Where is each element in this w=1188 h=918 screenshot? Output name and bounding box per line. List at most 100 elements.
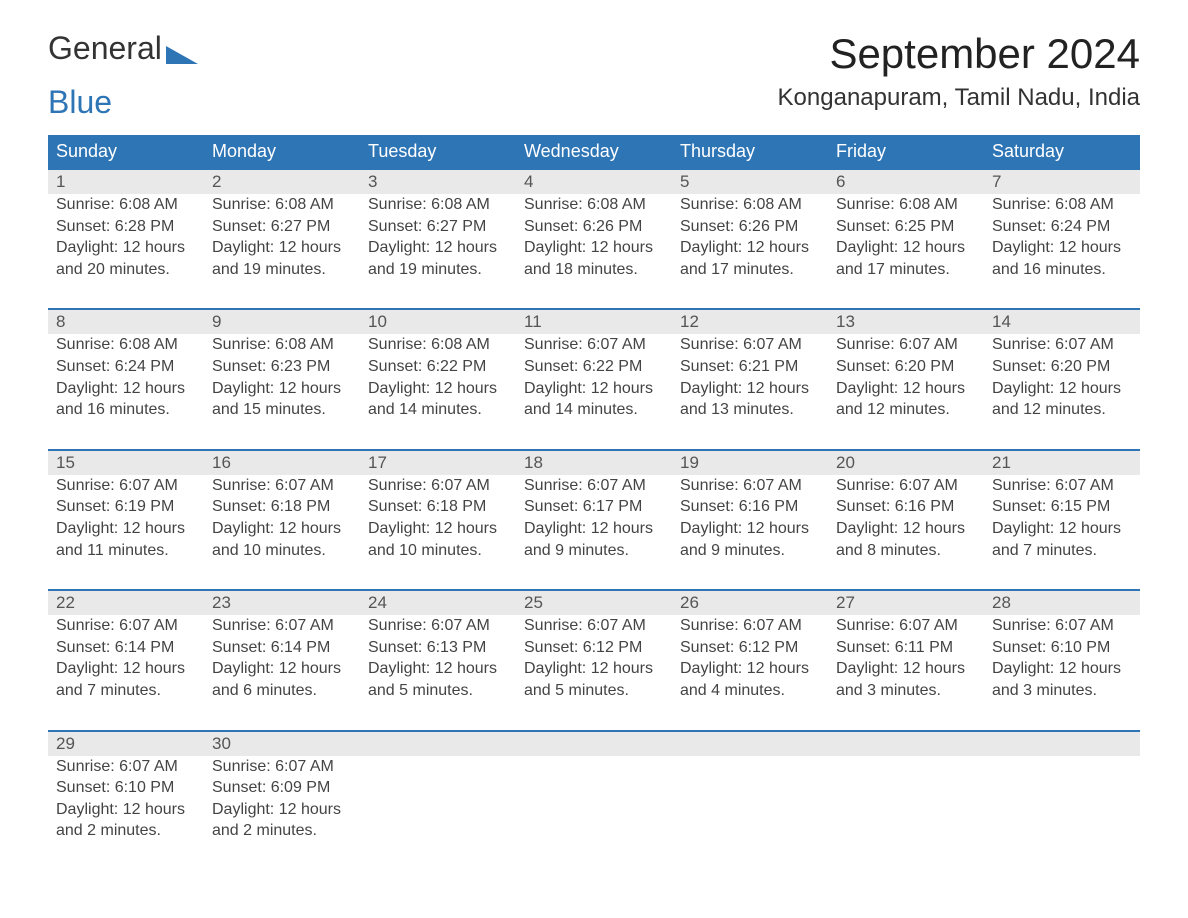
day-cell: Sunrise: 6:07 AMSunset: 6:21 PMDaylight:… [672,334,828,449]
day-cell: Sunrise: 6:07 AMSunset: 6:20 PMDaylight:… [828,334,984,449]
daylight-text-1: Daylight: 12 hours [836,378,976,400]
day-number [360,731,516,756]
logo-text-2: Blue [48,84,112,121]
day-content-row: Sunrise: 6:07 AM Sunset: 6:14 PM Daylight:… [48,615,1140,730]
day-number: 26 [672,590,828,615]
day-cell: Sunrise: 6:07 AMSunset: 6:16 PMDaylight:… [828,475,984,590]
daylight-text-2: and 12 minutes. [836,399,976,421]
day-cell: Sunrise: 6:07 AMSunset: 6:15 PMDaylight:… [984,475,1140,590]
daylight-text-2: and 5 minutes. [524,680,664,702]
sunset-text: Sunset: 6:25 PM [836,216,976,238]
day-cell [516,756,672,870]
day-number [672,731,828,756]
day-number: 10 [360,309,516,334]
day-cell [672,756,828,870]
day-content-row: Sunrise: 6:08 AMSunset: 6:28 PMDaylight:… [48,194,1140,309]
day-number-row: 2930 [48,731,1140,756]
sunrise-text: Sunrise: 6:07 AM [836,334,976,356]
weekday-header: Sunday [48,135,204,169]
daylight-text-1: Daylight: 12 hours [524,237,664,259]
day-number: 6 [828,169,984,194]
day-number: 30 [204,731,360,756]
daylight-text-1: Daylight: 12 hours [212,518,352,540]
day-content-row: Sunrise: 6:07 AMSunset: 6:19 PMDaylight:… [48,475,1140,590]
daylight-text-1: Daylight: 12 hours [680,378,820,400]
sunset-text: Sunset: 6:18 PM [368,496,508,518]
daylight-text-2: and 13 minutes. [680,399,820,421]
daylight-text-2: and 7 minutes. [56,680,196,702]
sunrise-text: Sunrise: 6:07 AM [212,615,352,637]
daylight-text-2: and 18 minutes. [524,259,664,281]
daylight-text-1: Daylight: 12 hours [680,658,820,680]
daylight-text-2: and 14 minutes. [524,399,664,421]
sunset-text: Sunset: 6:24 PM [992,216,1132,238]
sunrise-text: Sunrise: 6:07 AM [212,475,352,497]
sunset-text: Sunset: 6:24 PM [56,356,196,378]
sunset-text: Sunset: 6:10 PM [992,637,1132,659]
day-cell: Sunrise: 6:07 AMSunset: 6:16 PMDaylight:… [672,475,828,590]
daylight-text-1: Daylight: 12 hours [368,518,508,540]
day-cell: Sunrise: 6:07 AMSunset: 6:10 PMDaylight:… [984,615,1140,730]
day-number: 15 [48,450,204,475]
weekday-header: Tuesday [360,135,516,169]
sunrise-text: Sunrise: 6:08 AM [836,194,976,216]
sunrise-text: Sunrise: 6:07 AM [524,334,664,356]
daylight-text-2: and 17 minutes. [680,259,820,281]
page-title: September 2024 [778,30,1140,78]
sunrise-text: Sunrise: 6:08 AM [368,194,508,216]
day-cell: Sunrise: 6:07 AMSunset: 6:13 PMDaylight:… [360,615,516,730]
weekday-header: Thursday [672,135,828,169]
day-number-row: 15161718192021 [48,450,1140,475]
location-text: Konganapuram, Tamil Nadu, India [778,84,1140,112]
day-number: 24 [360,590,516,615]
daylight-text-1: Daylight: 12 hours [992,658,1132,680]
day-cell: Sunrise: 6:08 AMSunset: 6:25 PMDaylight:… [828,194,984,309]
day-cell: Sunrise: 6:07 AMSunset: 6:12 PMDaylight:… [672,615,828,730]
sunrise-text: Sunrise: 6:08 AM [680,194,820,216]
daylight-text-1: Daylight: 12 hours [992,378,1132,400]
day-cell: Sunrise: 6:08 AMSunset: 6:28 PMDaylight:… [48,194,204,309]
daylight-text-1: Daylight: 12 hours [680,518,820,540]
daylight-text-2: and 16 minutes. [992,259,1132,281]
daylight-text-2: and 12 minutes. [992,399,1132,421]
daylight-text-2: and 5 minutes. [368,680,508,702]
sunrise-text: Sunrise: 6:07 AM [56,475,196,497]
daylight-text-2: and 4 minutes. [680,680,820,702]
sunset-text: Sunset: 6:27 PM [368,216,508,238]
sunset-text: Sunset: 6:17 PM [524,496,664,518]
daylight-text-2: and 8 minutes. [836,540,976,562]
sunset-text: Sunset: 6:26 PM [680,216,820,238]
day-cell: Sunrise: 6:08 AMSunset: 6:27 PMDaylight:… [204,194,360,309]
day-cell: Sunrise: 6:08 AMSunset: 6:22 PMDaylight:… [360,334,516,449]
sunrise-text: Sunrise: 6:07 AM [212,756,352,778]
daylight-text-1: Daylight: 12 hours [992,237,1132,259]
sunrise-text: Sunrise: 6:08 AM [56,334,196,356]
daylight-text-1: Daylight: 12 hours [368,237,508,259]
sunset-text: Sunset: 6:10 PM [56,777,196,799]
day-number: 4 [516,169,672,194]
sunset-text: Sunset: 6:27 PM [212,216,352,238]
sunset-text: Sunset: 6:23 PM [212,356,352,378]
day-cell: Sunrise: 6:07 AMSunset: 6:09 PMDaylight:… [204,756,360,870]
day-number: 29 [48,731,204,756]
day-cell: Sunrise: 6:07 AMSunset: 6:18 PMDaylight:… [204,475,360,590]
sunset-text: Sunset: 6:21 PM [680,356,820,378]
day-number-row: 891011121314 [48,309,1140,334]
sunrise-text: Sunrise: 6:08 AM [524,194,664,216]
day-cell: Sunrise: 6:07 AMSunset: 6:19 PMDaylight:… [48,475,204,590]
sunset-text: Sunset: 6:11 PM [836,637,976,659]
daylight-text-1: Daylight: 12 hours [524,518,664,540]
daylight-text-1: Daylight: 12 hours [524,658,664,680]
sunrise-text: Sunrise: 6:07 AM [680,475,820,497]
daylight-text-2: and 9 minutes. [524,540,664,562]
sunset-text: Sunset: 6:14 PM [56,637,196,659]
daylight-text-2: and 3 minutes. [992,680,1132,702]
day-cell: Sunrise: 6:07 AMSunset: 6:11 PMDaylight:… [828,615,984,730]
day-cell: Sunrise: 6:08 AMSunset: 6:23 PMDaylight:… [204,334,360,449]
daylight-text-1: Daylight: 12 hours [56,378,196,400]
day-cell: Sunrise: 6:07 AMSunset: 6:14 PMDaylight:… [204,615,360,730]
day-cell: Sunrise: 6:07 AMSunset: 6:12 PMDaylight:… [516,615,672,730]
sunrise-text: Sunrise: 6:07 AM [992,475,1132,497]
day-cell: Sunrise: 6:08 AMSunset: 6:27 PMDaylight:… [360,194,516,309]
day-number: 21 [984,450,1140,475]
